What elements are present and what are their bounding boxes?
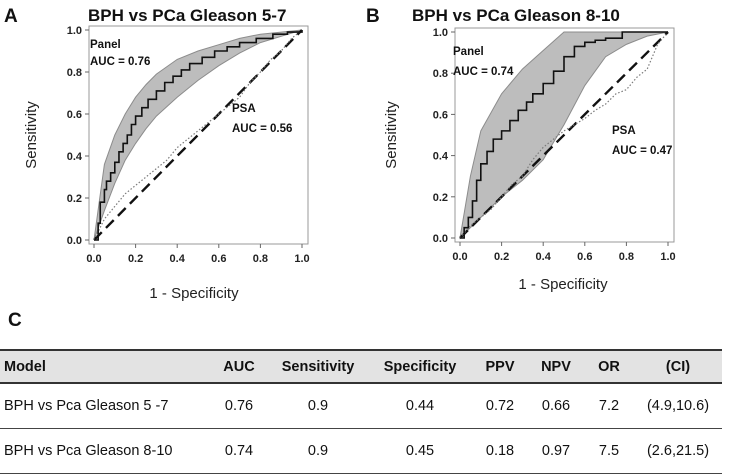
- table-header-row: Model AUC Sensitivity Specificity PPV NPV OR (C…: [0, 349, 722, 384]
- y-tick-label: 0.8: [433, 68, 448, 80]
- y-tick-label: 1.0: [67, 25, 82, 37]
- table-cell: BPH vs Pca Gleason 5 -7: [4, 398, 169, 414]
- y-tick-label: 0.0: [433, 233, 448, 245]
- table-cell: 0.72: [485, 398, 515, 414]
- metrics-table: Model AUC Sensitivity Specificity PPV NPV OR (C…: [0, 349, 722, 474]
- psa-label-a: PSA: [232, 103, 256, 115]
- psa-label-b: PSA: [612, 125, 636, 137]
- reference-line-b: [459, 31, 669, 239]
- table-row: BPH vs Pca Gleason 8-10 0.74 0.9 0.45 0.18 0.…: [0, 429, 722, 474]
- panel-label-a: Panel: [90, 39, 121, 51]
- column-header: Sensitivity: [268, 349, 368, 384]
- table-cell: 7.5: [598, 443, 620, 459]
- x-tick-label: 1.0: [660, 251, 675, 263]
- table-row: BPH vs Pca Gleason 5 -7 0.76 0.9 0.44 0.72 0.…: [0, 383, 722, 429]
- table-cell: 0.44: [405, 398, 435, 414]
- y-tick-label: 0.2: [433, 192, 448, 204]
- table-cell: (4.9,10.6): [646, 398, 710, 414]
- x-tick-label: 0.4: [170, 253, 186, 265]
- table-cell: 0.18: [485, 443, 515, 459]
- y-tick-label: 0.2: [67, 193, 82, 205]
- panel-auc-a: AUC = 0.76: [90, 56, 150, 68]
- table-cell: 0.74: [224, 443, 254, 459]
- x-tick-label: 0.2: [128, 253, 143, 265]
- panel-letter-c: C: [8, 310, 22, 331]
- y-tick-label: 0.6: [433, 109, 448, 121]
- panel-letter-a: A: [4, 6, 18, 27]
- table-cell: 0.9: [307, 443, 329, 459]
- column-header: NPV: [528, 349, 584, 384]
- x-tick-label: 0.6: [577, 251, 592, 263]
- table-body: BPH vs Pca Gleason 5 -7 0.76 0.9 0.44 0.72 0.…: [0, 383, 722, 474]
- table-cell: 0.76: [224, 398, 254, 414]
- x-tick-label: 0.8: [253, 253, 268, 265]
- column-header: PPV: [472, 349, 528, 384]
- y-axis-title-a: Sensitivity: [23, 101, 40, 169]
- y-tick-label: 1.0: [433, 27, 448, 39]
- y-tick-label: 0.6: [67, 109, 82, 121]
- table-cell: 0.9: [307, 398, 329, 414]
- column-header: OR: [584, 349, 634, 384]
- column-header: (CI): [634, 349, 722, 384]
- table-cell: 7.2: [598, 398, 620, 414]
- x-tick-label: 0.0: [452, 251, 467, 263]
- plot-area-b: 0.0 0.2 0.4 0.6 0.8 1.0 0.0 0.2 0.4 0.6 0.8 1.0: [433, 27, 676, 263]
- column-header: Model: [0, 349, 210, 384]
- x-tick-label: 0.8: [619, 251, 634, 263]
- panel-letter-b: B: [366, 6, 380, 27]
- table-cell: BPH vs Pca Gleason 8-10: [4, 443, 173, 459]
- x-tick-label: 0.6: [211, 253, 226, 265]
- x-tick-label: 0.0: [86, 253, 101, 265]
- y-tick-label: 0.4: [433, 151, 449, 163]
- x-tick-label: 1.0: [294, 253, 309, 265]
- chart-title-b: BPH vs PCa Gleason 8-10: [412, 6, 620, 25]
- x-axis-title-b: 1 - Specificity: [518, 276, 608, 293]
- table-cell: (2.6,21.5): [646, 443, 710, 459]
- x-tick-label: 0.2: [494, 251, 509, 263]
- table-cell: 0.45: [405, 443, 435, 459]
- table-cell: 0.97: [541, 443, 571, 459]
- reference-line-a: [93, 29, 303, 241]
- psa-auc-b: AUC = 0.47: [612, 145, 672, 157]
- x-axis-title-a: 1 - Specificity: [149, 285, 239, 302]
- roc-chart-a: A BPH vs PCa Gleason 5-7 0.0 0.2 0.4 0.6 0.8…: [4, 6, 310, 302]
- y-tick-label: 0.0: [67, 235, 82, 247]
- y-tick-label: 0.8: [67, 67, 82, 79]
- panel-label-b: Panel: [453, 46, 484, 58]
- column-header: AUC: [210, 349, 268, 384]
- table-cell: 0.66: [541, 398, 571, 414]
- psa-auc-a: AUC = 0.56: [232, 123, 292, 135]
- panel-auc-b: AUC = 0.74: [453, 66, 514, 78]
- chart-title-a: BPH vs PCa Gleason 5-7: [88, 6, 286, 25]
- y-tick-label: 0.4: [67, 151, 83, 163]
- y-axis-title-b: Sensitivity: [383, 101, 400, 169]
- roc-chart-b: B BPH vs PCa Gleason 8-10 0.0 0.2 0.4 0.6 0.…: [366, 6, 676, 293]
- psa-curve-a: [93, 29, 303, 241]
- column-header: Specificity: [368, 349, 472, 384]
- x-tick-label: 0.4: [536, 251, 552, 263]
- panel-curve-b: [460, 31, 668, 239]
- panel-curve-a: [94, 30, 303, 241]
- plot-area-a: 0.0 0.2 0.4 0.6 0.8 1.0 0.0 0.2 0.4 0.6 0.8 1.0: [67, 25, 310, 265]
